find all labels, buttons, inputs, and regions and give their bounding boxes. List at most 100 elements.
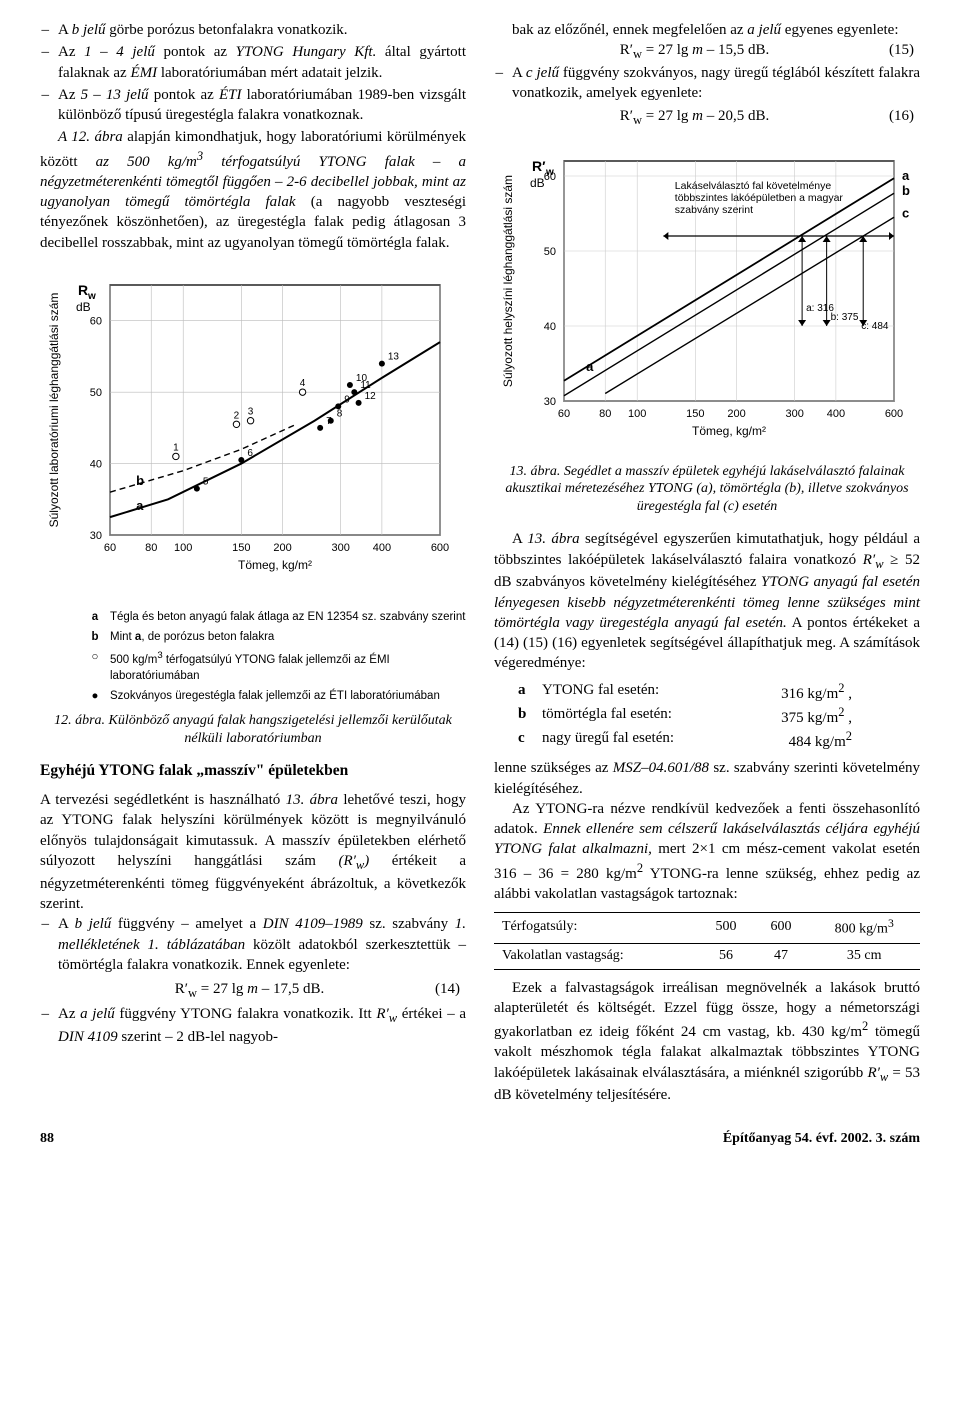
table-cell: 35 cm bbox=[808, 943, 920, 969]
bullet-c: A c jelű függvény szokványos, nagy üregű… bbox=[494, 63, 920, 104]
svg-text:30: 30 bbox=[544, 396, 556, 408]
svg-text:600: 600 bbox=[431, 542, 449, 554]
svg-text:100: 100 bbox=[174, 542, 192, 554]
svg-text:300: 300 bbox=[785, 408, 803, 420]
table-row: Térfogatsúly: 500 600 800 kg/m3 bbox=[494, 913, 920, 944]
section-heading: Egyhéjú YTONG falak „masszív" épületekbe… bbox=[40, 761, 466, 782]
svg-text:60: 60 bbox=[558, 408, 570, 420]
results-list: aYTONG fal esetén:316 kg/m2 , btömörtégl… bbox=[518, 680, 920, 753]
chart-13: 608010015020030040060030405060abcaa: 316… bbox=[494, 141, 920, 457]
svg-text:Tömeg, kg/m²: Tömeg, kg/m² bbox=[692, 424, 766, 438]
chart-12-legend: aTégla és beton anyagú falak átlaga az E… bbox=[88, 609, 466, 704]
equation-number: (15) bbox=[889, 40, 914, 60]
legend-text: Tégla és beton anyagú falak átlaga az EN… bbox=[110, 609, 465, 625]
page-footer: 88 Építőanyag 54. évf. 2002. 3. szám bbox=[40, 1130, 920, 1149]
result-value: 316 kg/m2 , bbox=[752, 680, 852, 704]
svg-text:w: w bbox=[545, 167, 554, 178]
table-cell: 47 bbox=[753, 943, 808, 969]
svg-text:4: 4 bbox=[300, 378, 306, 389]
table-cell: Térfogatsúly: bbox=[494, 913, 699, 944]
svg-text:40: 40 bbox=[544, 321, 556, 333]
equation-15: R′w = 27 lg m – 15,5 dB. bbox=[500, 40, 889, 63]
svg-text:c: 484: c: 484 bbox=[861, 321, 889, 332]
bullet: A c jelű függvény szokványos, nagy üregű… bbox=[512, 63, 920, 104]
method-bullets: A b jelű függvény – amelyet a DIN 4109–1… bbox=[40, 914, 466, 1047]
svg-text:többszintes lakóépületben a ma: többszintes lakóépületben a magyar bbox=[675, 192, 844, 204]
svg-text:c: c bbox=[902, 205, 909, 220]
svg-text:200: 200 bbox=[273, 542, 291, 554]
left-column: A b jelű görbe porózus betonfalakra vona… bbox=[40, 20, 466, 1106]
svg-text:80: 80 bbox=[599, 408, 611, 420]
svg-text:2: 2 bbox=[234, 410, 240, 421]
right-column: bak az előzőnél, ennek megfelelően az a … bbox=[494, 20, 920, 1106]
legend-text: Szokványos üregestégla falak jellemzői a… bbox=[110, 688, 440, 704]
svg-text:R′: R′ bbox=[532, 158, 546, 174]
svg-text:Súlyozott laboratóriumi léghan: Súlyozott laboratóriumi léghanggátlási s… bbox=[47, 292, 61, 527]
svg-text:600: 600 bbox=[885, 408, 903, 420]
svg-text:a: a bbox=[586, 359, 594, 374]
table-cell: 500 bbox=[699, 913, 754, 944]
intro-bullets: A b jelű görbe porózus betonfalakra vona… bbox=[40, 20, 466, 125]
result-label: nagy üregű fal esetén: bbox=[542, 728, 752, 752]
svg-text:R: R bbox=[78, 282, 88, 298]
result-key: c bbox=[518, 728, 542, 752]
equation-16: R′w = 27 lg m – 20,5 dB. bbox=[500, 106, 889, 129]
svg-text:60: 60 bbox=[104, 542, 116, 554]
svg-text:dB: dB bbox=[530, 176, 545, 190]
svg-text:100: 100 bbox=[628, 408, 646, 420]
table-cell: 56 bbox=[699, 943, 754, 969]
svg-text:b: b bbox=[136, 473, 144, 488]
chart-12-caption: 12. ábra. Különböző anyagú falak hangszi… bbox=[44, 712, 462, 747]
legend-text: Mint a, de porózus beton falakra bbox=[110, 629, 274, 645]
chart-13-caption: 13. ábra. Segédlet a masszív épületek eg… bbox=[498, 463, 916, 516]
svg-text:6: 6 bbox=[247, 448, 253, 459]
svg-text:60: 60 bbox=[90, 315, 102, 327]
thickness-table: Térfogatsúly: 500 600 800 kg/m3 Vakolatl… bbox=[494, 912, 920, 969]
table-cell: 600 bbox=[753, 913, 808, 944]
svg-text:3: 3 bbox=[248, 406, 254, 417]
svg-text:b: b bbox=[902, 182, 910, 197]
svg-text:40: 40 bbox=[90, 458, 102, 470]
paragraph: A 13. ábra segítségével egyszerűen kimut… bbox=[494, 529, 920, 673]
svg-text:a: a bbox=[136, 498, 144, 513]
svg-text:150: 150 bbox=[232, 542, 250, 554]
bullet: A b jelű függvény – amelyet a DIN 4109–1… bbox=[58, 914, 466, 1002]
svg-text:Súlyozott helyszíni léghanggát: Súlyozott helyszíni léghanggátlási szám bbox=[501, 174, 515, 386]
paragraph: lenne szükséges az MSZ–04.601/88 sz. sza… bbox=[494, 758, 920, 799]
chart-12: 608010015020030040060030405060ab12345678… bbox=[40, 265, 466, 705]
svg-text:8: 8 bbox=[337, 408, 343, 419]
svg-text:Tömeg, kg/m²: Tömeg, kg/m² bbox=[238, 558, 312, 572]
table-cell: Vakolatlan vastagság: bbox=[494, 943, 699, 969]
svg-text:11: 11 bbox=[360, 380, 371, 391]
svg-text:dB: dB bbox=[76, 300, 91, 314]
equation-number: (14) bbox=[435, 979, 460, 999]
svg-text:1: 1 bbox=[173, 442, 179, 453]
svg-text:szabvány szerint: szabvány szerint bbox=[675, 204, 753, 216]
svg-text:150: 150 bbox=[686, 408, 704, 420]
paragraph: A 12. ábra alapján kimondhatjuk, hogy la… bbox=[40, 127, 466, 253]
equation-14: R′w = 27 lg m – 17,5 dB. bbox=[64, 979, 435, 1002]
result-value: 375 kg/m2 , bbox=[752, 704, 852, 728]
table-row: Vakolatlan vastagság: 56 47 35 cm bbox=[494, 943, 920, 969]
paragraph: Ezek a falvastagságok irreálisan megnöve… bbox=[494, 978, 920, 1106]
svg-text:b: 375: b: 375 bbox=[831, 312, 859, 323]
result-label: YTONG fal esetén: bbox=[542, 680, 752, 704]
bullet: Az 1 – 4 jelű pontok az YTONG Hungary Kf… bbox=[58, 42, 466, 83]
svg-text:300: 300 bbox=[331, 542, 349, 554]
svg-text:50: 50 bbox=[544, 246, 556, 258]
page-number: 88 bbox=[40, 1130, 54, 1149]
result-key: a bbox=[518, 680, 542, 704]
bullet: A b jelű görbe porózus betonfalakra vona… bbox=[58, 20, 466, 40]
table-cell: 800 kg/m3 bbox=[808, 913, 920, 944]
result-key: b bbox=[518, 704, 542, 728]
svg-text:400: 400 bbox=[827, 408, 845, 420]
svg-text:50: 50 bbox=[90, 387, 102, 399]
svg-text:a: a bbox=[902, 167, 910, 182]
svg-text:5: 5 bbox=[203, 476, 209, 487]
svg-text:30: 30 bbox=[90, 530, 102, 542]
result-label: tömörtégla fal esetén: bbox=[542, 704, 752, 728]
svg-text:13: 13 bbox=[388, 351, 400, 362]
svg-text:9: 9 bbox=[344, 394, 350, 405]
svg-text:400: 400 bbox=[373, 542, 391, 554]
svg-text:12: 12 bbox=[365, 391, 377, 402]
